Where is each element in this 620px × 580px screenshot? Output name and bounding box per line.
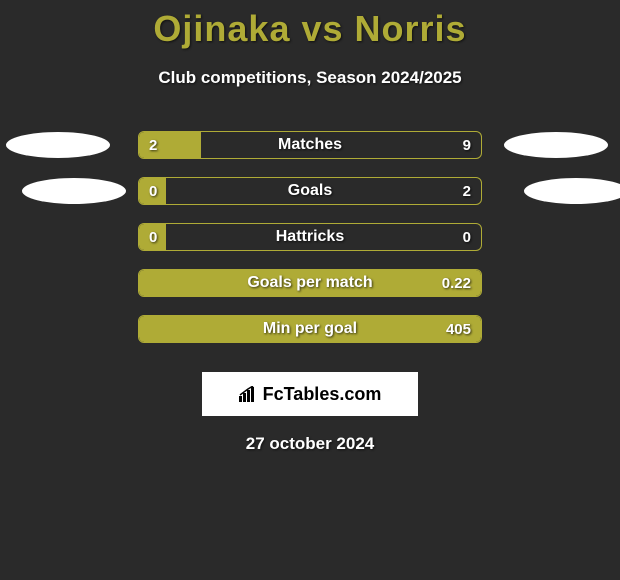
vs-text: vs (301, 8, 343, 49)
stat-row: 2Matches9 (0, 122, 620, 168)
subtitle: Club competitions, Season 2024/2025 (0, 68, 620, 88)
player2-marker (504, 132, 608, 158)
chart-icon (239, 386, 259, 402)
stat-bar: 2Matches9 (138, 131, 482, 159)
stat-label: Goals (139, 178, 481, 204)
stat-value-right: 405 (446, 316, 471, 342)
player1-marker (22, 178, 126, 204)
logo-text: FcTables.com (263, 384, 382, 405)
stat-value-right: 0.22 (442, 270, 471, 296)
stat-label: Hattricks (139, 224, 481, 250)
comparison-title: Ojinaka vs Norris (0, 0, 620, 50)
player1-name: Ojinaka (153, 8, 290, 49)
stat-label: Matches (139, 132, 481, 158)
stat-row: Min per goal405 (0, 306, 620, 352)
stat-value-right: 2 (463, 178, 471, 204)
player1-marker (6, 132, 110, 158)
stat-value-right: 0 (463, 224, 471, 250)
stat-value-right: 9 (463, 132, 471, 158)
comparison-chart: 2Matches90Goals20Hattricks0Goals per mat… (0, 122, 620, 352)
stat-row: 0Hattricks0 (0, 214, 620, 260)
stat-row: 0Goals2 (0, 168, 620, 214)
stat-bar: Goals per match0.22 (138, 269, 482, 297)
player2-marker (524, 178, 620, 204)
date: 27 october 2024 (0, 434, 620, 454)
stat-row: Goals per match0.22 (0, 260, 620, 306)
logo: FcTables.com (239, 384, 382, 405)
logo-box: FcTables.com (202, 372, 418, 416)
stat-label: Goals per match (139, 270, 481, 296)
stat-bar: Min per goal405 (138, 315, 482, 343)
player2-name: Norris (355, 8, 467, 49)
stat-label: Min per goal (139, 316, 481, 342)
stat-bar: 0Hattricks0 (138, 223, 482, 251)
stat-bar: 0Goals2 (138, 177, 482, 205)
